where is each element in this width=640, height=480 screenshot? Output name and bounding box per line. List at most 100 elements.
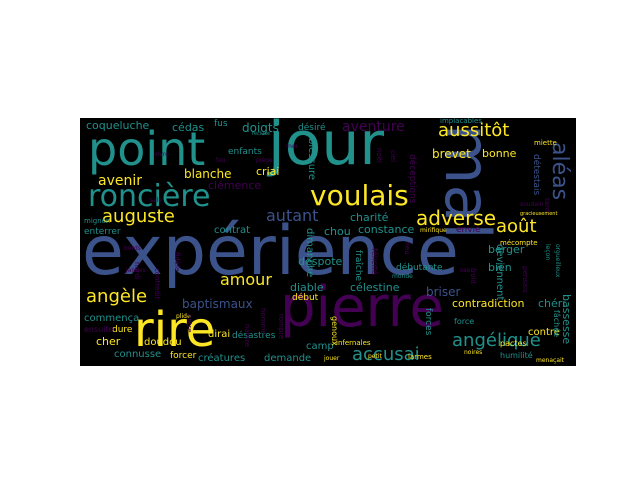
word-pierre: pierre bbox=[280, 275, 444, 340]
word-debut: début bbox=[292, 293, 319, 303]
word-bassesse: bassesse bbox=[560, 294, 573, 345]
word-monde: monde bbox=[392, 273, 413, 280]
word-miette: miette bbox=[534, 139, 557, 147]
word-cloud: expérience jour mal point pierre rire ro… bbox=[80, 118, 576, 366]
word-pensais: pensais bbox=[521, 266, 529, 293]
word-nature: nature bbox=[243, 324, 251, 347]
word-fus: fus bbox=[214, 119, 228, 129]
word-desire: désiré bbox=[298, 123, 326, 133]
word-envie: envie bbox=[456, 225, 481, 235]
word-ensuite: ensuite bbox=[84, 325, 114, 334]
word-enterrer: enterrer bbox=[84, 227, 121, 237]
word-aussitot: aussitôt bbox=[438, 120, 510, 141]
word-autant: autant bbox=[266, 206, 319, 225]
word-bien: bien bbox=[488, 261, 512, 274]
word-aventure: aventure bbox=[342, 119, 405, 135]
word-clemence: clémence bbox=[208, 179, 262, 192]
word-chou: chou bbox=[324, 225, 351, 238]
word-aout: août bbox=[496, 216, 537, 237]
word-forces: forces bbox=[423, 308, 433, 336]
word-lecon: leçon bbox=[544, 244, 551, 261]
word-briser: briser bbox=[426, 285, 461, 299]
word-demande: demande bbox=[264, 353, 312, 364]
word-despote: despote bbox=[298, 255, 343, 268]
word-adverse: adverse bbox=[416, 206, 497, 230]
word-camp: camp bbox=[306, 341, 334, 352]
word-fidele: fidèle bbox=[173, 252, 181, 272]
word-deviennent: deviennent bbox=[494, 244, 505, 301]
word-angelique: angélique bbox=[452, 330, 541, 351]
word-recluse: recluse bbox=[252, 131, 271, 137]
word-aleas: aléas bbox=[547, 142, 572, 201]
word-jouer: jouer bbox=[324, 355, 340, 362]
word-noires: noires bbox=[464, 349, 483, 356]
word-contre: contre bbox=[528, 327, 560, 338]
word-pactes: pactes bbox=[500, 339, 527, 348]
word-rire: rire bbox=[134, 302, 216, 358]
word-dure: dure bbox=[112, 325, 133, 335]
word-forcer: forcer bbox=[170, 351, 197, 361]
word-contrat: contrat bbox=[214, 225, 251, 236]
word-charite: charité bbox=[350, 211, 389, 224]
word-debutante: débutante bbox=[396, 263, 443, 273]
word-entre: entre bbox=[185, 314, 193, 333]
word-baptismaux: baptismaux bbox=[182, 297, 253, 311]
word-doigts: doigts bbox=[242, 121, 279, 135]
word-criai: criai bbox=[256, 165, 280, 178]
word-implacables: implacables bbox=[440, 118, 482, 125]
word-brevet: brevet bbox=[432, 147, 471, 161]
word-feu: feu bbox=[216, 157, 226, 164]
word-point: point bbox=[88, 122, 206, 176]
word-force: force bbox=[454, 317, 475, 326]
word-enfants: enfants bbox=[228, 147, 262, 157]
word-cedas: cédas bbox=[172, 121, 205, 134]
word-jamais: jamais bbox=[126, 267, 146, 274]
word-berger: berger bbox=[488, 243, 525, 256]
word-noel: noël bbox=[375, 148, 383, 163]
word-diable: diable bbox=[290, 281, 324, 294]
word-rompre: rompre bbox=[277, 314, 285, 340]
word-angele: angèle bbox=[86, 286, 148, 307]
word-celestine: célestine bbox=[350, 281, 400, 294]
word-cheri: chéri bbox=[538, 297, 566, 310]
word-avenir: avenir bbox=[98, 173, 142, 189]
word-fachee: fâchée bbox=[552, 310, 561, 338]
word-desastres: désastres bbox=[232, 331, 276, 341]
word-deceptions: déceptions bbox=[407, 154, 417, 204]
word-larmes: larmes bbox=[408, 353, 432, 361]
word-blessure: blessure bbox=[306, 138, 317, 181]
word-mirifique: mirifique bbox=[420, 227, 447, 234]
word-plide: plide bbox=[176, 313, 191, 320]
word-menacait: menaçait bbox=[536, 357, 565, 364]
word-petit: petit bbox=[368, 353, 382, 360]
word-cher: cher bbox=[96, 335, 121, 348]
word-dirai: dirai bbox=[208, 329, 231, 340]
word-mignon: mignon bbox=[84, 217, 111, 225]
word-contredit: contredit bbox=[153, 268, 161, 300]
word-piege: piège bbox=[256, 157, 273, 164]
word-blanche: blanche bbox=[184, 167, 232, 181]
word-contradiction: contradiction bbox=[452, 297, 525, 310]
word-ciel: ciel bbox=[389, 150, 397, 163]
word-lieu: lieu bbox=[403, 242, 411, 255]
word-orgueilleux: orgueilleux bbox=[554, 244, 561, 278]
word-mer: mer bbox=[286, 143, 299, 150]
word-commenca: commença bbox=[84, 313, 140, 324]
word-voulais: voulais bbox=[310, 179, 409, 212]
word-connusse: connusse bbox=[114, 349, 162, 360]
word-hardi: hardi bbox=[133, 262, 141, 280]
word-sale: sale bbox=[150, 197, 163, 204]
word-experience: expérience bbox=[82, 212, 459, 291]
word-humilite: humilité bbox=[500, 351, 533, 360]
word-tard: tard bbox=[543, 198, 551, 213]
word-gracieusement: gracieusement bbox=[520, 211, 558, 217]
word-homme: homme bbox=[259, 308, 267, 335]
word-coqueluche: coqueluche bbox=[86, 119, 150, 132]
word-vivre: vivre bbox=[154, 151, 169, 158]
word-accusai: accusai bbox=[352, 344, 420, 365]
word-oser: oser bbox=[460, 267, 473, 274]
word-dimanche: dimanche bbox=[304, 228, 315, 278]
word-amour: amour bbox=[220, 270, 272, 289]
word-jour: jour bbox=[268, 118, 385, 179]
word-mecompte: mécompte bbox=[500, 239, 538, 247]
